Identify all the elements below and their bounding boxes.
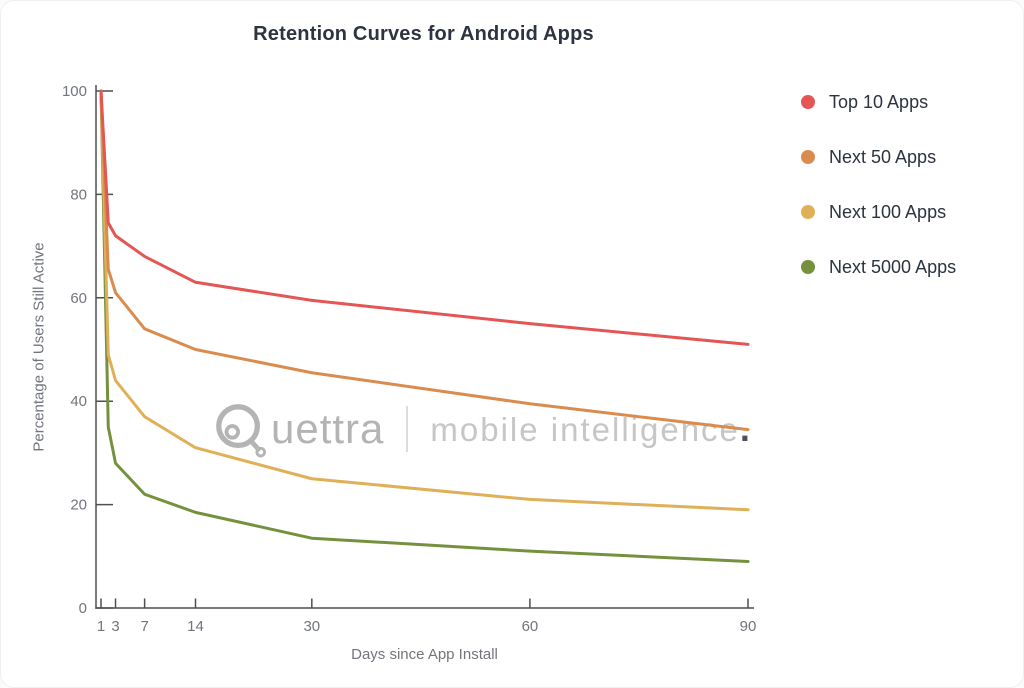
watermark-brand-text: uettra [271,405,385,452]
x-tick-label: 1 [97,618,105,635]
series-line-next-50-apps [99,89,750,432]
x-tick-label: 3 [111,618,119,635]
series-line-top-10-apps [99,89,750,346]
legend-swatch-icon [801,150,815,164]
watermark-tagline: mobile intelligence [430,410,740,448]
legend-item-next-50-apps: Next 50 Apps [801,146,956,168]
y-tick-label: 0 [79,600,87,617]
legend-label: Next 50 Apps [829,146,937,167]
series-line-next-5000-apps [99,89,750,563]
chart-title: Retention Curves for Android Apps [253,23,594,45]
x-tick-label: 30 [303,618,320,635]
x-tick-label: 14 [187,618,204,635]
y-axis-title: Percentage of Users Still Active [30,242,48,452]
legend-swatch-icon [801,260,815,274]
legend-swatch-icon [801,205,815,219]
y-tick-label: 60 [70,290,87,307]
quettra-logo-q-icon [216,404,267,458]
y-tick-label: 40 [70,393,87,410]
legend-label: Top 10 Apps [829,91,929,112]
x-tick-label: 90 [740,618,757,635]
legend-label: Next 5000 Apps [829,256,957,277]
y-tick-label: 100 [62,83,87,100]
legend-label: Next 100 Apps [829,201,947,222]
x-tick-label: 60 [522,618,539,635]
quettra-watermark: uettra mobile intelligence . [213,402,750,458]
y-tick-label: 80 [70,186,87,203]
legend-item-next-100-apps: Next 100 Apps [801,201,956,223]
watermark-divider [406,406,409,452]
chart-legend: Top 10 Apps Next 50 Apps Next 100 Apps N… [801,91,956,311]
legend-swatch-icon [801,95,815,109]
series-line-next-100-apps [99,89,750,512]
x-axis-title: Days since App Install [351,646,498,663]
y-tick-label: 20 [70,497,87,514]
legend-item-next-5000-apps: Next 5000 Apps [801,256,956,278]
x-tick-label: 7 [140,618,148,635]
legend-item-top-10-apps: Top 10 Apps [801,91,956,113]
